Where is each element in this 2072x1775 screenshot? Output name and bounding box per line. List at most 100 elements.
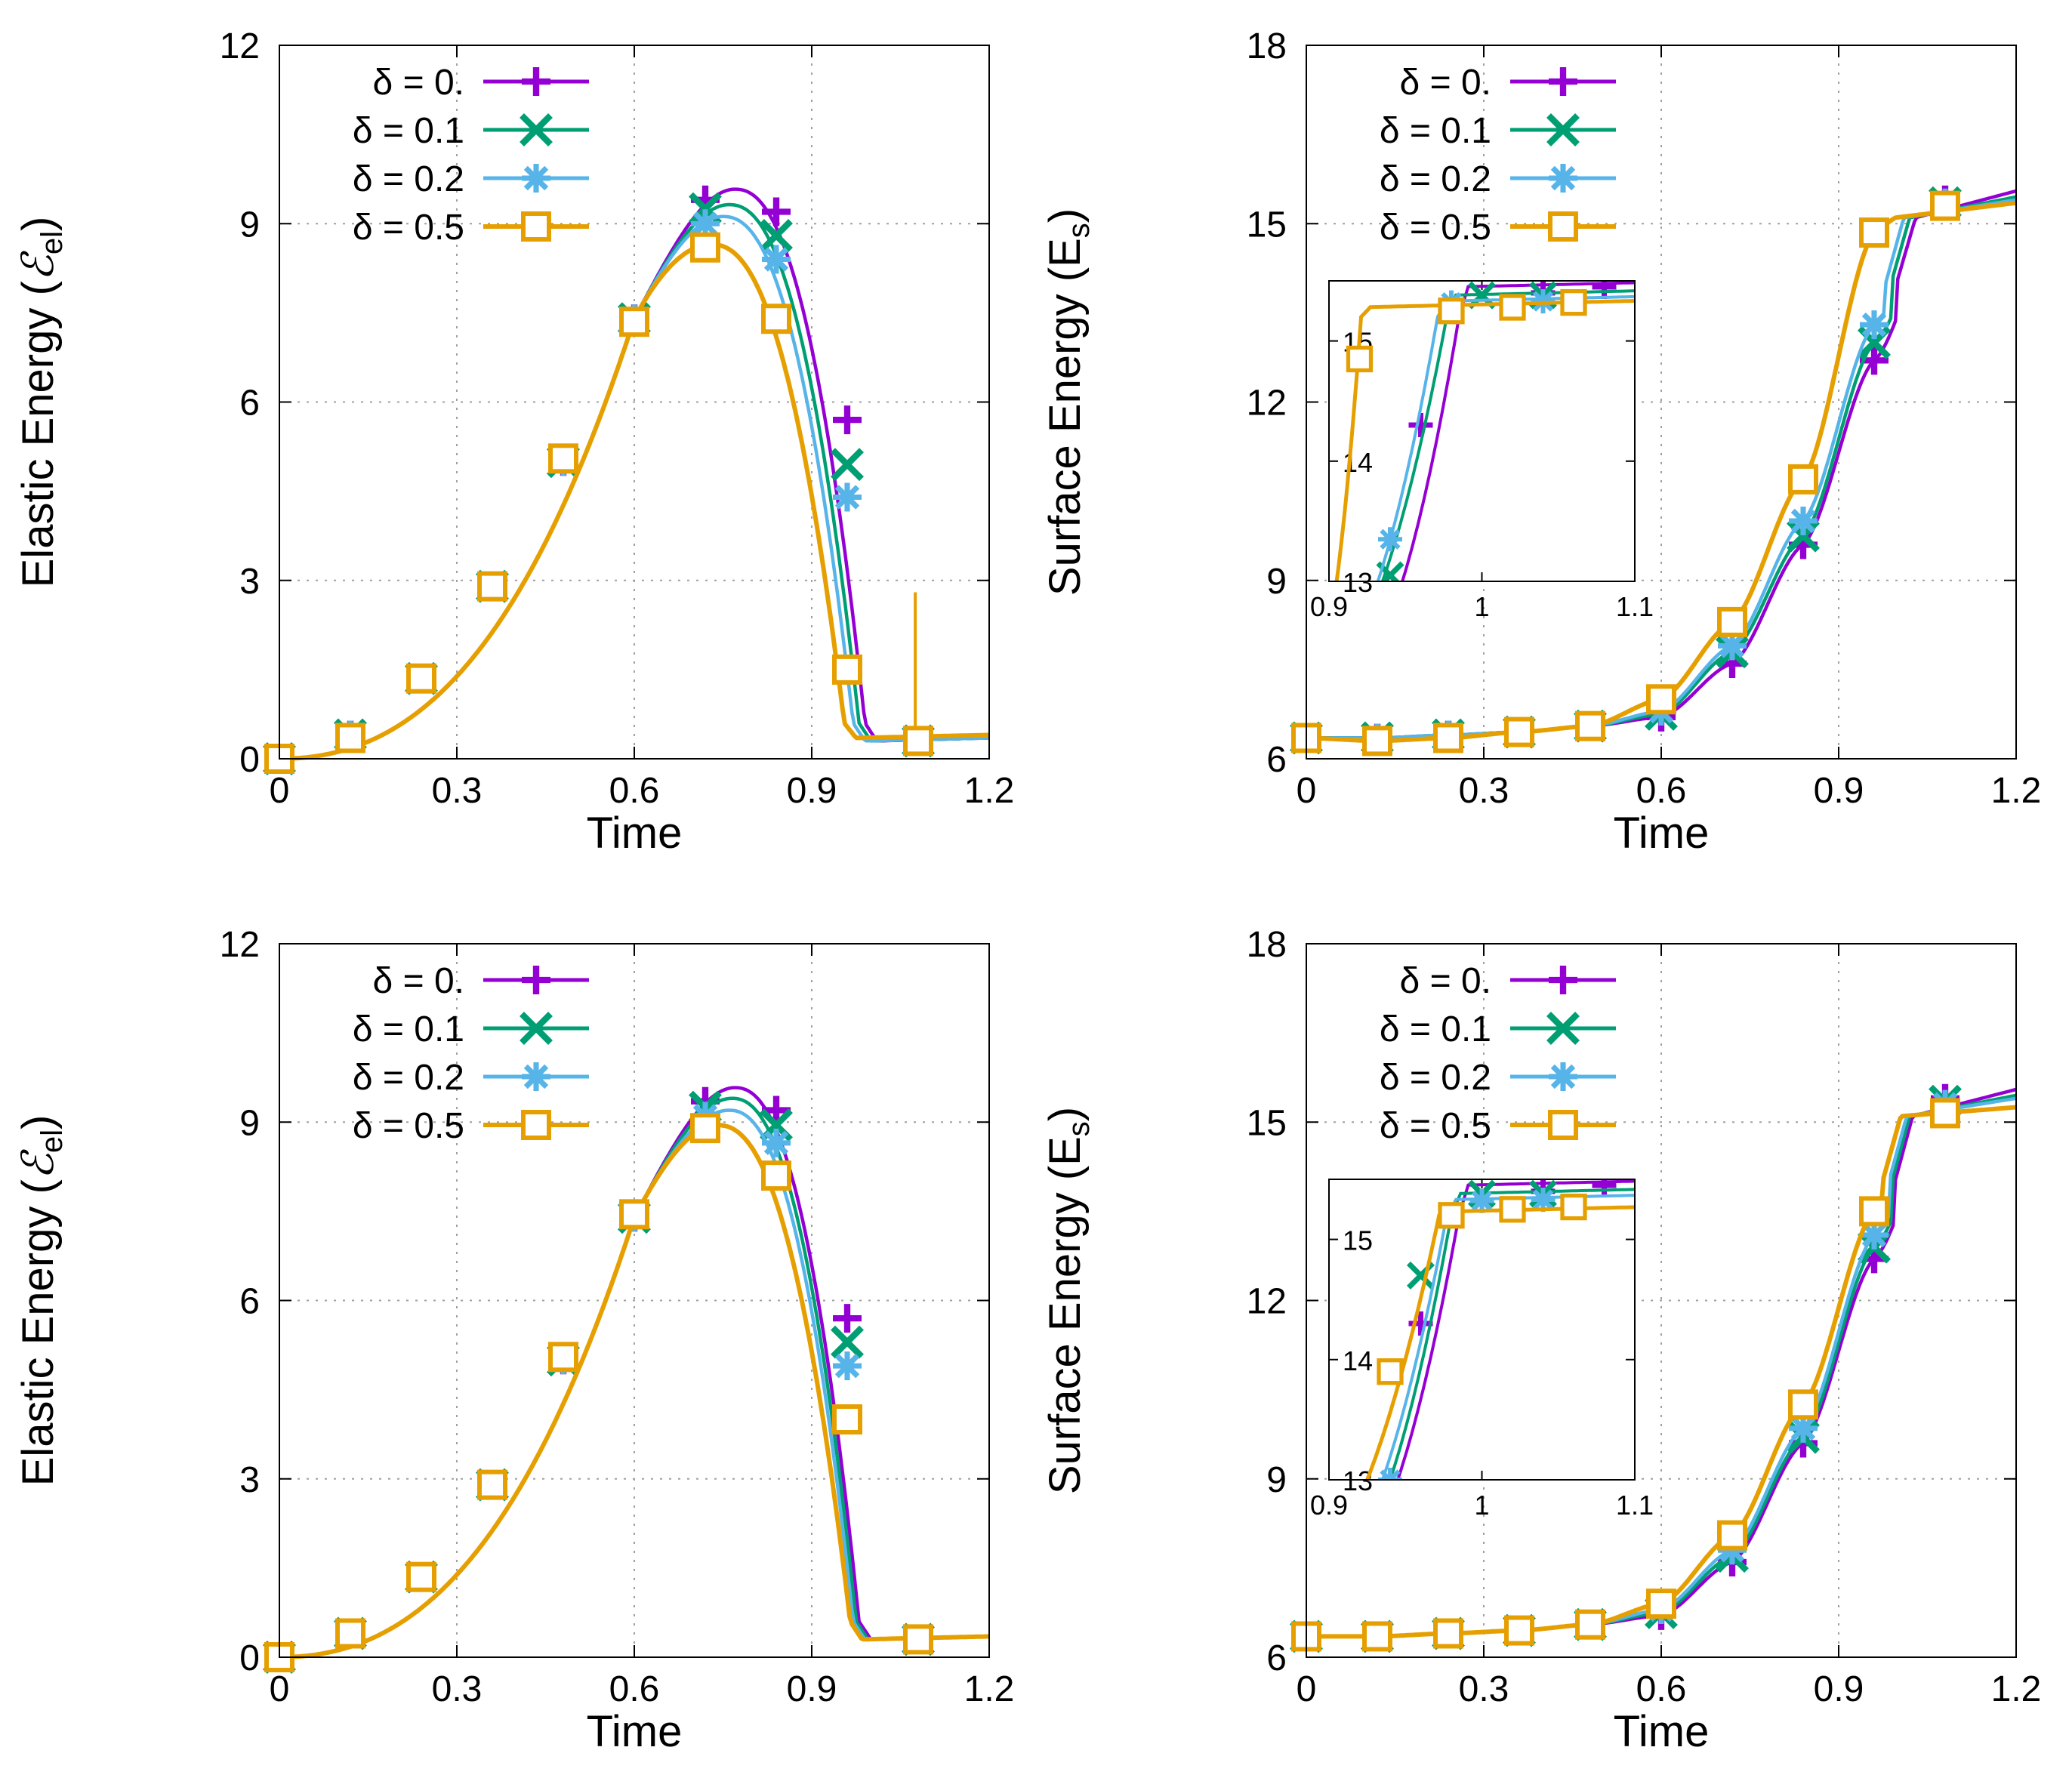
x-tick-label: 0.6 xyxy=(609,771,660,811)
plot-frame xyxy=(279,943,990,1658)
x-tick-label: 0.6 xyxy=(1636,1669,1687,1709)
y-tick-label: 9 xyxy=(1266,562,1287,602)
data-point-0-2 xyxy=(762,1128,791,1157)
data-point-0-5 xyxy=(1788,1389,1818,1420)
legend-label: δ = 0.1 xyxy=(1380,111,1491,151)
y-tick-label: 15 xyxy=(1247,205,1287,245)
legend-label: δ = 0.5 xyxy=(353,208,464,248)
y-tick-label: 6 xyxy=(239,384,260,424)
data-point-0-1 xyxy=(1787,519,1820,553)
data-point-0-5 xyxy=(1859,1196,1889,1227)
y-axis-label: Elastic Energy (ℰel) xyxy=(12,217,69,588)
legend: δ = 0. δ = 0.1 δ = 0.2 δ = 0.5 xyxy=(1380,961,1616,1146)
data-point-0-2 xyxy=(1860,1220,1889,1250)
y-axis-label: Surface Energy (Es) xyxy=(1041,208,1096,596)
legend-label: δ = 0.1 xyxy=(353,111,464,151)
inset-point-0 xyxy=(1592,281,1617,299)
x-tick-label: 0.6 xyxy=(1636,771,1687,811)
y-tick-label: 6 xyxy=(1266,740,1287,780)
inset-point-0-5 xyxy=(1560,1193,1587,1221)
y-axis-label: Surface Energy (Es) xyxy=(1041,1107,1096,1494)
inset-x-tick-label: 1 xyxy=(1474,591,1489,622)
legend-label: δ = 0. xyxy=(373,961,464,1001)
inset-y-tick-label: 13 xyxy=(1343,567,1373,598)
inset-x-tick-label: 1 xyxy=(1474,1490,1489,1521)
legend-label: δ = 0. xyxy=(373,63,464,103)
x-tick-label: 0.9 xyxy=(787,1669,837,1709)
data-point-0-5 xyxy=(903,726,933,757)
x-axis-label: Time xyxy=(1614,809,1710,858)
y-axis-label: Elastic Energy (ℰel) xyxy=(12,1115,69,1487)
legend-marker xyxy=(1546,1012,1580,1045)
inset-line-0 xyxy=(1401,281,1635,581)
legend-marker xyxy=(1546,113,1580,146)
y-tick-label: 12 xyxy=(1247,384,1287,424)
y-tick-label: 6 xyxy=(239,1282,260,1322)
x-tick-label: 1.2 xyxy=(964,771,1015,811)
chart-panel-bottom-right: 0 0.3 0.6 0.9 1.2 6 9 12 15 18 Time Surface Energy … xyxy=(1041,925,2041,1756)
x-tick-label: 0.6 xyxy=(609,1669,660,1709)
y-tick-label: 9 xyxy=(1266,1460,1287,1500)
inset-point-0-5 xyxy=(1499,1196,1526,1223)
data-point-0 xyxy=(833,1304,862,1333)
data-point-0-5 xyxy=(690,232,720,263)
data-point-0-5 xyxy=(761,1160,791,1191)
legend-label: δ = 0.5 xyxy=(1380,208,1491,248)
legend-label: δ = 0. xyxy=(1400,961,1491,1001)
data-point-0-1 xyxy=(831,1325,864,1359)
x-axis-label: Time xyxy=(587,809,683,858)
legend-marker xyxy=(1548,1110,1578,1140)
data-point-0-5 xyxy=(761,304,791,334)
data-point-0-5 xyxy=(1859,217,1889,248)
legend-label: δ = 0.1 xyxy=(353,1009,464,1049)
y-tick-label: 15 xyxy=(1247,1103,1287,1143)
x-tick-label: 0.9 xyxy=(1814,1669,1864,1709)
data-point-0-5 xyxy=(832,654,862,685)
inset-x-tick-label: 0.9 xyxy=(1310,1490,1348,1521)
data-point-0-5 xyxy=(1788,464,1818,495)
chart-panel-bottom-left: 0 0.3 0.6 0.9 1.2 0 3 6 9 12 Time Elastic Energy (ℰ… xyxy=(12,925,1014,1756)
legend-marker xyxy=(1549,67,1577,96)
inset-background xyxy=(1329,1179,1635,1480)
y-tick-label: 18 xyxy=(1247,925,1287,965)
data-point-0-2 xyxy=(833,482,862,512)
inset-point-0-5 xyxy=(1438,297,1465,325)
inset-point-0-5 xyxy=(1346,345,1374,373)
x-tick-label: 0.3 xyxy=(432,1669,483,1709)
inset-point-0-2 xyxy=(1378,527,1402,552)
inset-point-0-2 xyxy=(1531,1188,1556,1213)
data-point-0-5 xyxy=(1646,684,1676,715)
data-point-0-2 xyxy=(1789,1413,1818,1443)
y-tick-label: 12 xyxy=(220,26,260,66)
plot-frame xyxy=(279,45,990,760)
legend-marker xyxy=(522,164,550,193)
data-point-0-2 xyxy=(1860,310,1889,340)
series-line-0 xyxy=(279,1086,990,1659)
inset-point-0 xyxy=(1592,1179,1617,1197)
inset-point-0-5 xyxy=(1499,294,1526,321)
y-tick-label: 0 xyxy=(239,1638,260,1678)
data-point-0-5 xyxy=(619,307,649,337)
y-tick-label: 18 xyxy=(1247,26,1287,66)
data-point-0-5 xyxy=(1433,1618,1463,1649)
chart-panel-top-right: 0 0.3 0.6 0.9 1.2 6 9 12 15 18 Time Surface Energy … xyxy=(1041,26,2041,858)
legend-marker xyxy=(522,67,550,96)
data-point-0-5 xyxy=(335,1618,365,1649)
inset-point-0-5 xyxy=(1438,1202,1465,1229)
y-tick-label: 9 xyxy=(239,205,260,245)
x-tick-label: 1.2 xyxy=(1991,1669,2042,1709)
x-tick-label: 0.3 xyxy=(1459,771,1509,811)
data-point-0-5 xyxy=(619,1199,649,1230)
chart-panel-top-left: 0 0.3 0.6 0.9 1.2 0 3 6 9 12 Time Elastic Energy (ℰ… xyxy=(12,26,1014,858)
data-point-0-2 xyxy=(1718,631,1747,661)
legend: δ = 0. δ = 0.1 δ = 0.2 δ = 0.5 xyxy=(353,961,589,1146)
inset-background xyxy=(1329,281,1635,581)
inset-frame xyxy=(1328,280,1636,582)
legend-marker xyxy=(522,1062,550,1091)
data-point-0-1 xyxy=(760,219,793,252)
data-point-0-5 xyxy=(1575,710,1605,741)
legend-label: δ = 0.2 xyxy=(353,159,464,199)
data-point-0-5 xyxy=(1362,1621,1392,1652)
inset-x-tick-label: 1.1 xyxy=(1616,1490,1654,1521)
